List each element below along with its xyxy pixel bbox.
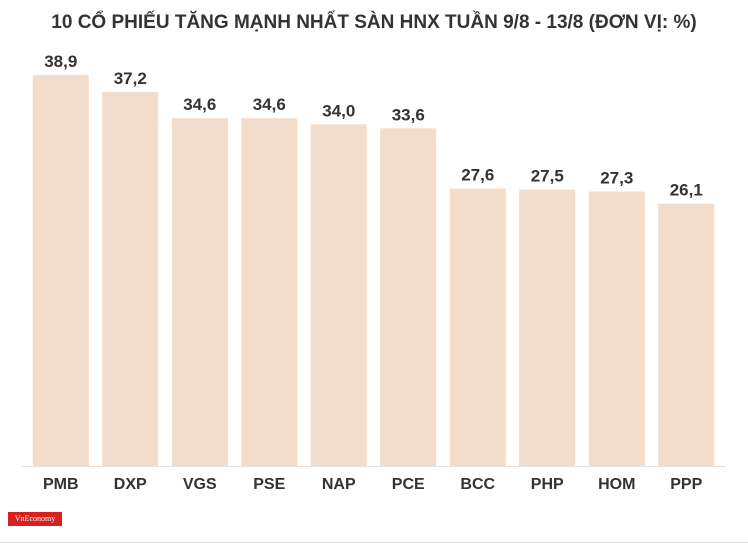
value-label-pmb: 38,9 bbox=[44, 52, 77, 71]
category-label-pmb: PMB bbox=[43, 476, 79, 493]
category-label-nap: NAP bbox=[322, 476, 356, 493]
bar-hom bbox=[588, 191, 645, 466]
bar-nap bbox=[310, 124, 367, 467]
value-label-hom: 27,3 bbox=[600, 169, 633, 188]
vneconomy-logo: VnEconomy bbox=[8, 512, 62, 526]
bar-php bbox=[519, 189, 576, 466]
bar-dxp bbox=[102, 92, 159, 466]
value-label-pse: 34,6 bbox=[253, 95, 286, 114]
value-label-nap: 34,0 bbox=[322, 101, 355, 120]
category-label-php: PHP bbox=[531, 476, 564, 493]
category-label-pse: PSE bbox=[253, 476, 285, 493]
bar-pse bbox=[241, 118, 298, 467]
category-label-dxp: DXP bbox=[114, 476, 147, 493]
bar-bcc bbox=[449, 188, 506, 466]
bar-vgs bbox=[171, 118, 228, 467]
value-label-pce: 33,6 bbox=[392, 105, 425, 124]
value-label-dxp: 37,2 bbox=[114, 69, 147, 88]
bar-ppp bbox=[658, 203, 715, 467]
bar-pmb bbox=[32, 75, 89, 466]
value-label-vgs: 34,6 bbox=[183, 95, 216, 114]
category-label-ppp: PPP bbox=[670, 476, 702, 493]
category-label-bcc: BCC bbox=[460, 476, 495, 493]
value-label-bcc: 27,6 bbox=[461, 166, 494, 185]
bottom-divider bbox=[0, 542, 748, 543]
value-label-ppp: 26,1 bbox=[670, 181, 703, 200]
category-label-vgs: VGS bbox=[183, 476, 217, 493]
category-label-pce: PCE bbox=[392, 476, 425, 493]
category-label-hom: HOM bbox=[598, 476, 635, 493]
chart-title: 10 CỔ PHIẾU TĂNG MẠNH NHẤT SÀN HNX TUẦN … bbox=[51, 12, 697, 33]
value-label-php: 27,5 bbox=[531, 167, 564, 186]
bar-pce bbox=[380, 128, 437, 466]
